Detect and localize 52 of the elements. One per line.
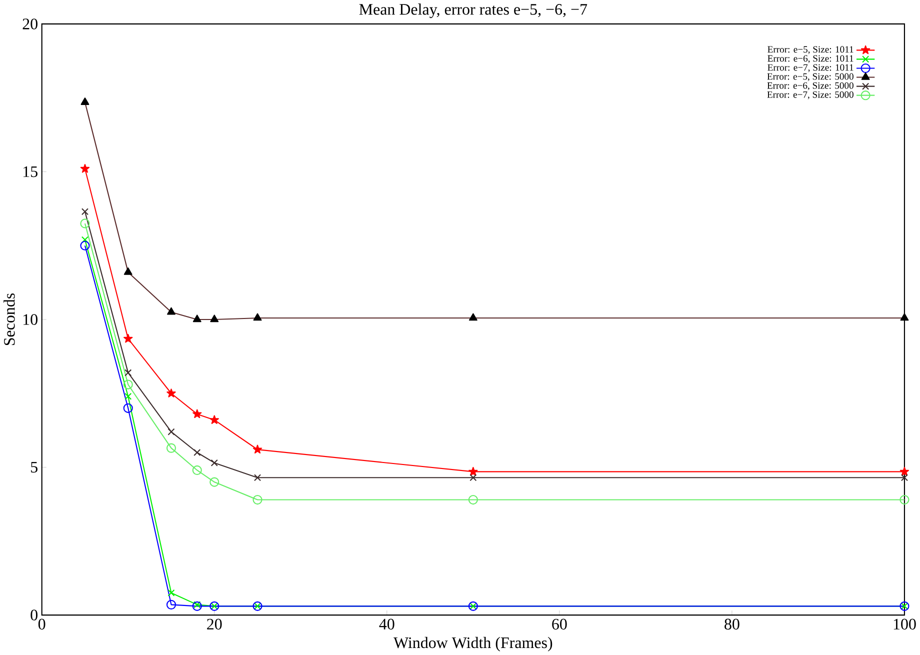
y-tick-label: 5	[31, 462, 38, 473]
point	[124, 369, 132, 376]
point	[123, 403, 133, 413]
point	[194, 601, 201, 608]
x-tick-label: 100	[894, 618, 916, 630]
point	[81, 236, 89, 244]
legend-label: Error: e−7, Size: 5000	[767, 91, 854, 100]
x-axis-title: Window Width (Frames)	[394, 636, 552, 652]
x-tick-label: 60	[552, 618, 567, 630]
legend-label: Error: e−5, Size: 5000	[767, 73, 854, 82]
point	[124, 334, 133, 343]
legend-label: Error: e−7, Size: 1011	[768, 64, 854, 72]
x-tick-label: 80	[724, 618, 740, 630]
point	[80, 240, 90, 250]
point	[80, 164, 90, 173]
x-tick-label: 20	[207, 618, 222, 630]
point	[254, 474, 262, 482]
point	[123, 380, 133, 390]
point	[194, 448, 201, 456]
x-tick-label: 40	[379, 618, 394, 630]
point	[166, 443, 176, 453]
point	[470, 474, 477, 482]
y-axis-title: Seconds	[4, 293, 15, 346]
point	[124, 392, 132, 400]
point	[166, 388, 176, 398]
point	[252, 444, 262, 454]
point	[81, 208, 89, 216]
point	[210, 477, 220, 487]
point	[900, 495, 910, 505]
chart-title: Mean Delay, error rates e−5, −6, −7	[359, 4, 588, 18]
point	[192, 409, 202, 418]
legend-label: Error: e−6, Size: 5000	[767, 82, 854, 90]
point	[168, 428, 175, 436]
point	[80, 218, 90, 228]
legend-label: Error: e−5, Size: 1011	[768, 46, 854, 54]
point	[192, 601, 202, 611]
x-tick-label: 0	[38, 618, 46, 630]
point	[252, 495, 262, 505]
point	[192, 465, 202, 476]
point	[168, 589, 175, 596]
legend-label: Error: e−6, Size: 1011	[768, 55, 854, 64]
point	[468, 466, 478, 476]
point	[210, 459, 218, 466]
y-tick-label: 20	[22, 18, 38, 30]
point	[468, 495, 478, 505]
point	[210, 415, 219, 424]
y-tick-label: 0	[30, 610, 38, 620]
point	[166, 600, 176, 610]
y-tick-label: 15	[24, 166, 38, 178]
y-tick-label: 10	[24, 314, 38, 325]
point	[900, 466, 910, 476]
point	[900, 474, 908, 482]
